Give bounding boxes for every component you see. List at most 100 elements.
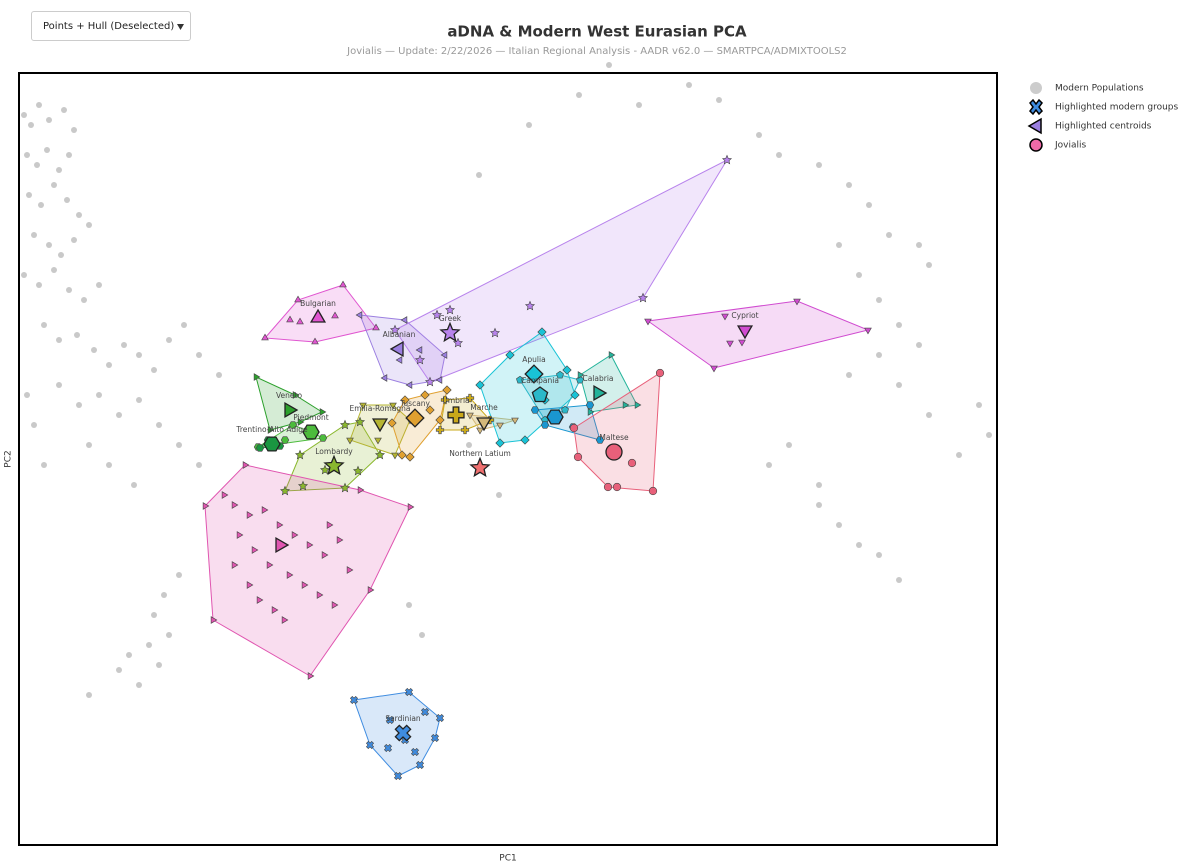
modern-point bbox=[56, 167, 62, 173]
group-label: Albanian bbox=[383, 330, 416, 339]
sample-point bbox=[435, 376, 443, 384]
modern-point bbox=[866, 202, 872, 208]
dropdown[interactable]: Points + Hull (Deselected) bbox=[31, 11, 191, 41]
sample-point bbox=[261, 333, 269, 341]
sample-point bbox=[297, 480, 309, 491]
centroid bbox=[284, 401, 299, 419]
sample-point bbox=[294, 449, 306, 460]
sample-point bbox=[400, 395, 410, 405]
centroid bbox=[371, 418, 389, 433]
sample-point bbox=[306, 541, 314, 549]
centroid bbox=[447, 406, 465, 424]
sample-point bbox=[424, 376, 436, 387]
centroid bbox=[475, 417, 493, 432]
sample-point bbox=[420, 390, 430, 400]
modern-point bbox=[56, 337, 62, 343]
sample-point bbox=[391, 452, 399, 460]
sample-point bbox=[280, 436, 290, 444]
modern-point bbox=[76, 212, 82, 218]
sample-point bbox=[655, 368, 665, 378]
legend-icon bbox=[1029, 138, 1043, 152]
modern-point bbox=[916, 342, 922, 348]
modern-point bbox=[636, 102, 642, 108]
sample-point bbox=[266, 561, 274, 569]
modern-point bbox=[86, 222, 92, 228]
modern-point bbox=[196, 462, 202, 468]
modern-point bbox=[419, 632, 425, 638]
sample-point bbox=[354, 416, 366, 427]
sample-point bbox=[291, 531, 299, 539]
sample-point bbox=[210, 616, 218, 624]
sample-point bbox=[431, 309, 443, 320]
sample-point bbox=[267, 426, 275, 434]
chart-title: aDNA & Modern West Eurasian PCA bbox=[447, 23, 747, 41]
sample-point bbox=[256, 596, 264, 604]
modern-point bbox=[526, 122, 532, 128]
centroid bbox=[302, 424, 320, 440]
sample-point bbox=[321, 551, 329, 559]
plot-area bbox=[19, 73, 997, 845]
sample-point bbox=[516, 375, 524, 384]
hull bbox=[204, 464, 411, 677]
sample-point bbox=[276, 521, 284, 529]
centroid bbox=[389, 340, 404, 358]
modern-point bbox=[956, 452, 962, 458]
sample-point bbox=[385, 715, 395, 725]
sample-point bbox=[346, 437, 354, 445]
modern-point bbox=[116, 412, 122, 418]
sample-point bbox=[608, 351, 616, 359]
modern-point bbox=[836, 242, 842, 248]
sample-point bbox=[253, 373, 261, 381]
centroid bbox=[593, 384, 608, 402]
centroid bbox=[275, 536, 290, 554]
modern-point bbox=[166, 337, 172, 343]
sample-point bbox=[316, 591, 324, 599]
modern-point bbox=[986, 432, 992, 438]
group-label: Apulia bbox=[522, 355, 545, 364]
sample-point bbox=[255, 444, 265, 452]
modern-point bbox=[176, 572, 182, 578]
sample-point bbox=[365, 740, 375, 750]
sample-point bbox=[404, 687, 414, 697]
dropdown-label: Points + Hull (Deselected) bbox=[43, 21, 175, 32]
modern-point bbox=[66, 152, 72, 158]
centroid bbox=[405, 408, 425, 428]
sample-point bbox=[397, 450, 407, 460]
sample-point bbox=[637, 292, 649, 303]
sample-point bbox=[634, 401, 642, 409]
modern-point bbox=[136, 397, 142, 403]
legend-icon bbox=[1029, 98, 1043, 116]
sample-point bbox=[288, 421, 298, 429]
modern-point bbox=[96, 282, 102, 288]
modern-point bbox=[816, 482, 822, 488]
modern-point bbox=[896, 577, 902, 583]
centroid bbox=[605, 443, 623, 461]
sample-point bbox=[466, 412, 474, 420]
sample-point bbox=[359, 402, 367, 410]
sample-point bbox=[405, 381, 413, 389]
sample-point bbox=[577, 371, 585, 379]
group-label: Northern Latium bbox=[449, 449, 511, 458]
sample-point bbox=[420, 707, 430, 717]
sample-point bbox=[465, 393, 475, 403]
sample-point bbox=[415, 760, 425, 770]
legend-icon bbox=[1027, 117, 1042, 135]
sample-point bbox=[374, 437, 382, 445]
modern-point bbox=[31, 232, 37, 238]
x-axis-label: PC1 bbox=[499, 854, 516, 864]
sample-point bbox=[435, 415, 445, 425]
sample-point bbox=[475, 380, 485, 390]
modern-point bbox=[136, 682, 142, 688]
centroid bbox=[439, 321, 461, 343]
modern-point bbox=[606, 62, 612, 68]
modern-point bbox=[38, 202, 44, 208]
modern-point bbox=[41, 462, 47, 468]
group-label: Greek bbox=[439, 314, 462, 323]
group-label: Cypriot bbox=[731, 311, 758, 320]
sample-point bbox=[355, 311, 363, 319]
sample-point bbox=[405, 452, 415, 462]
sample-point bbox=[595, 436, 605, 444]
sample-point bbox=[292, 391, 300, 399]
